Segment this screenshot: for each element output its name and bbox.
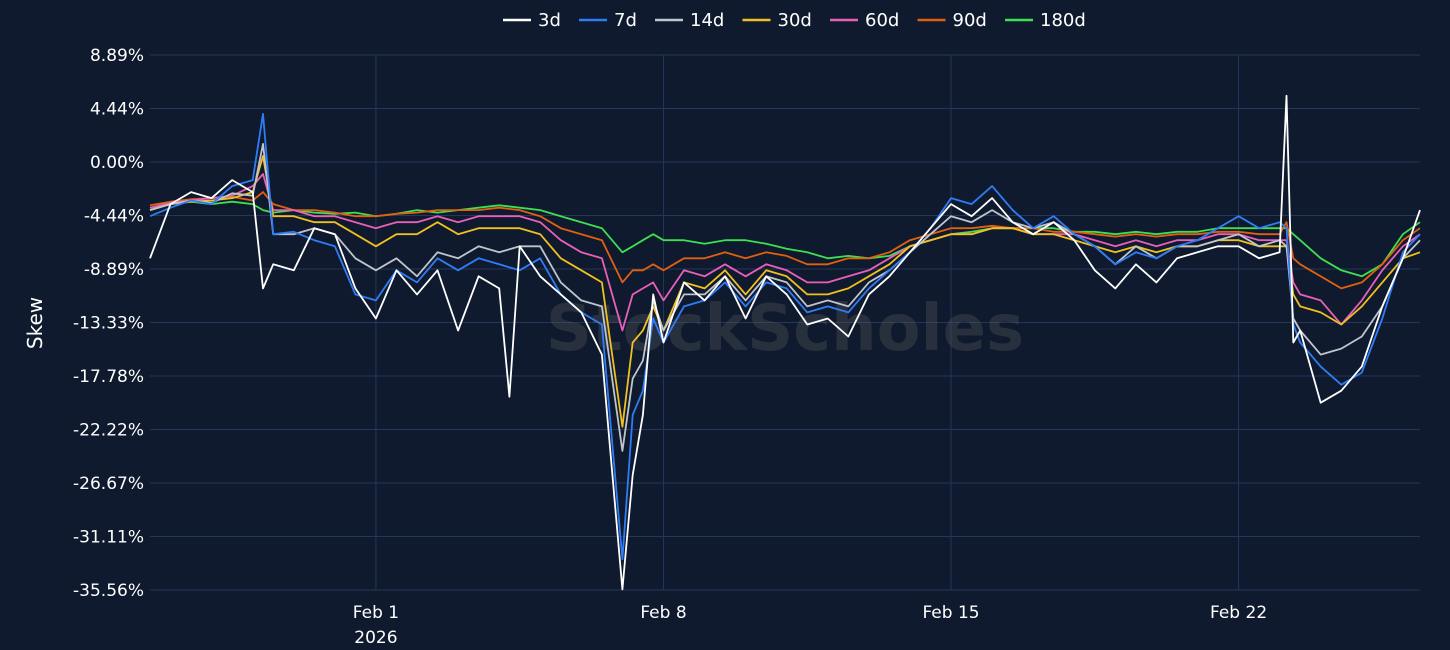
series-line-90d [149, 191, 1421, 290]
y-tick-label: -8.89% [84, 260, 144, 280]
legend-label: 180d [1040, 10, 1086, 31]
legend-item-30d[interactable]: 30d [742, 10, 812, 31]
y-tick-label: -26.67% [73, 474, 144, 494]
legend-item-60d[interactable]: 60d [830, 10, 899, 31]
series-line-30d [149, 155, 1421, 428]
y-tick-label: 0.00% [90, 153, 144, 173]
series-lines [149, 94, 1421, 591]
legend-label: 14d [690, 10, 724, 31]
legend-item-3d[interactable]: 3d [503, 10, 561, 31]
x-tick-label: Feb 8 [640, 603, 686, 623]
legend-item-90d[interactable]: 90d [917, 10, 987, 31]
y-tick-label: 4.44% [90, 100, 144, 120]
y-axis-ticks: 8.89% 4.44% 0.00% -4.44% -8.89% -13.33% -17.78… [73, 46, 144, 601]
y-axis-title: Skew [23, 297, 47, 349]
series-line-180d [149, 200, 1421, 278]
legend-item-14d[interactable]: 14d [655, 10, 724, 31]
legend-item-7d[interactable]: 7d [579, 10, 637, 31]
legend[interactable]: 3d 7d 14d 30d 60d 90d 180d [503, 10, 1086, 31]
y-tick-label: -31.11% [73, 527, 144, 547]
x-tick-label: Feb 15 [922, 603, 979, 623]
y-tick-label: -22.22% [73, 420, 144, 440]
y-tick-label: -35.56% [73, 581, 144, 601]
y-tick-label: -13.33% [73, 313, 144, 333]
watermark: StockScholes [546, 292, 1024, 366]
series-line-60d [149, 173, 1421, 332]
legend-label: 90d [953, 10, 987, 31]
x-axis-ticks: Feb 1 2026 Feb 8 Feb 15 Feb 22 [353, 603, 1267, 648]
legend-label: 3d [538, 10, 561, 31]
legend-label: 30d [778, 10, 812, 31]
x-tick-label: Feb 22 [1210, 603, 1267, 623]
x-tick-label: Feb 1 [353, 603, 399, 623]
y-tick-label: 8.89% [90, 46, 144, 66]
y-tick-label: -4.44% [84, 206, 144, 226]
legend-label: 60d [865, 10, 899, 31]
x-tick-year-label: 2026 [354, 628, 397, 648]
legend-item-180d[interactable]: 180d [1005, 10, 1086, 31]
series-line-14d [149, 143, 1421, 452]
series-line-3d [149, 94, 1421, 591]
legend-label: 7d [614, 10, 637, 31]
y-tick-label: -17.78% [73, 367, 144, 387]
